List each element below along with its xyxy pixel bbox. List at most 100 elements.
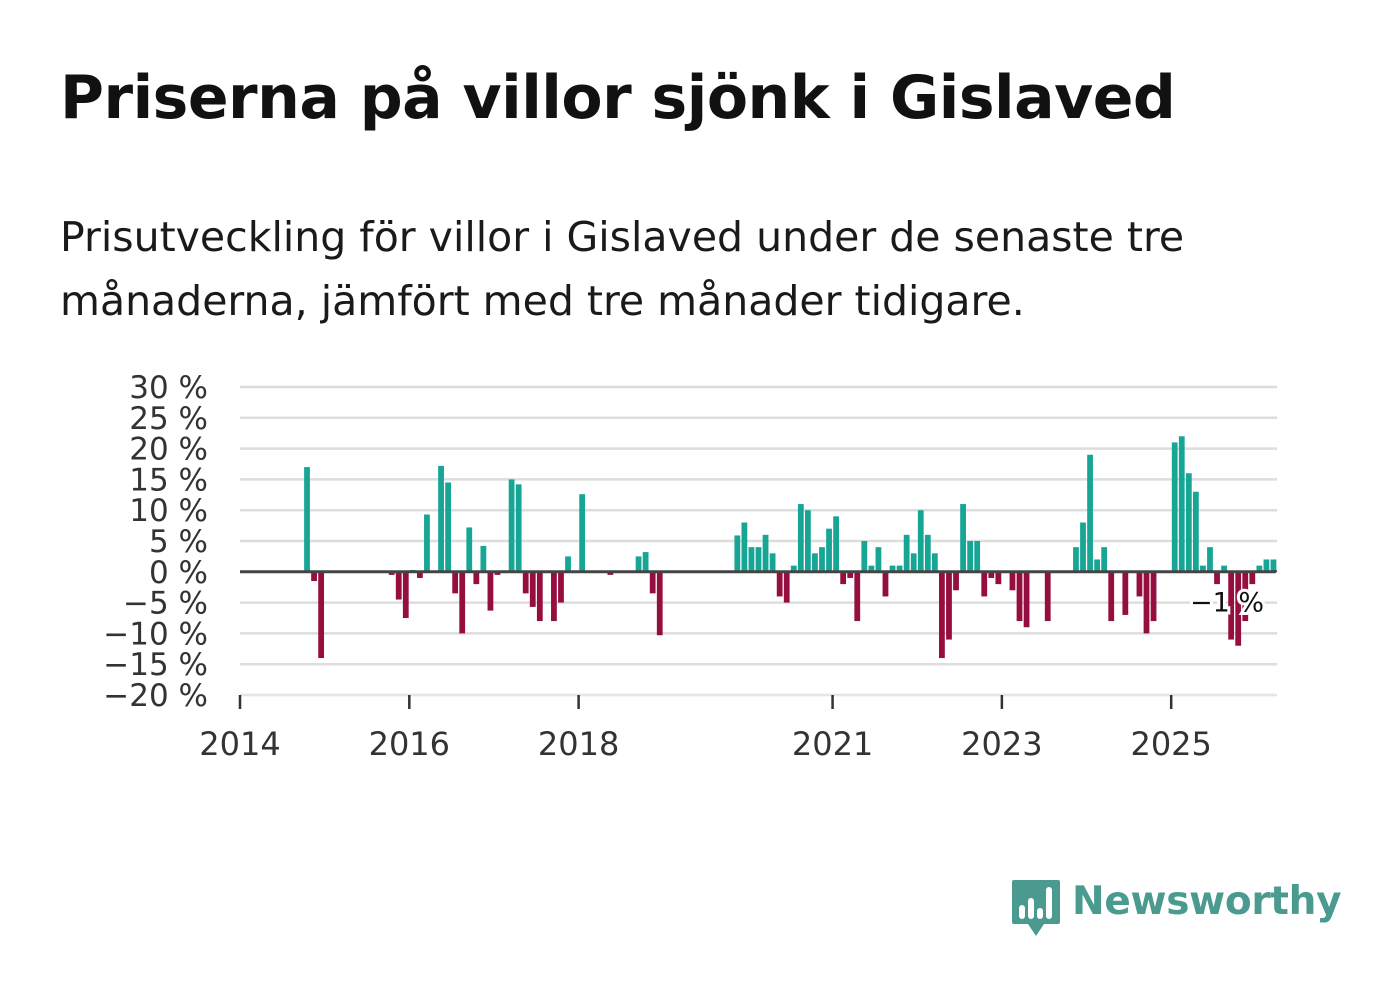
bar xyxy=(1185,473,1192,572)
x-tick-label: 2018 xyxy=(538,725,619,763)
bar xyxy=(741,522,748,572)
bar xyxy=(607,571,614,575)
bar xyxy=(755,547,762,572)
grid-lines xyxy=(240,385,1277,697)
bar xyxy=(1270,559,1277,572)
y-tick-label: 10 % xyxy=(129,493,208,529)
bar xyxy=(1044,571,1051,622)
bar xyxy=(1249,571,1256,585)
bar xyxy=(812,553,818,572)
x-tick-label: 2014 xyxy=(199,725,280,763)
y-tick-label: 0 % xyxy=(149,555,208,591)
bar xyxy=(889,565,896,572)
bar xyxy=(868,565,875,572)
bar xyxy=(656,571,663,636)
bar xyxy=(1192,491,1199,572)
y-tick-label: −10 % xyxy=(103,616,208,652)
bar xyxy=(452,571,459,594)
bar xyxy=(635,556,642,572)
bar xyxy=(1228,571,1235,640)
bar xyxy=(522,571,529,594)
bar xyxy=(579,494,586,572)
bar xyxy=(1080,522,1086,572)
bar xyxy=(558,571,564,603)
y-tick-label: 15 % xyxy=(129,462,208,498)
bar xyxy=(438,465,444,572)
bar xyxy=(924,534,931,572)
latest-value-label: −1 % xyxy=(1190,588,1264,619)
bar xyxy=(953,571,959,591)
bar xyxy=(1108,571,1115,622)
bar xyxy=(748,547,755,572)
bar xyxy=(304,467,310,572)
bar xyxy=(769,553,776,572)
page-title: Priserna på villor sjönk i Gislaved xyxy=(60,63,1176,133)
bar xyxy=(565,556,571,572)
y-tick-label: 5 % xyxy=(149,524,208,560)
bar xyxy=(1207,547,1213,572)
bar xyxy=(967,541,974,572)
axes xyxy=(240,570,1277,696)
x-tick-label: 2023 xyxy=(961,725,1042,763)
bar xyxy=(910,553,917,572)
bar xyxy=(1221,565,1227,572)
bar xyxy=(649,571,656,594)
bar xyxy=(974,541,981,572)
bar xyxy=(1214,571,1220,585)
bar xyxy=(1150,571,1157,622)
bar xyxy=(896,565,903,572)
bar xyxy=(1200,565,1206,572)
x-tick-label: 2025 xyxy=(1130,725,1211,763)
bar-chart-speech-bubble-icon xyxy=(1012,880,1060,936)
x-tick-label: 2016 xyxy=(369,725,450,763)
bar xyxy=(424,514,430,572)
bar xyxy=(734,535,741,572)
bar xyxy=(790,565,797,572)
bar xyxy=(1263,559,1270,572)
bar xyxy=(1016,571,1023,622)
bar xyxy=(1256,565,1263,572)
bar xyxy=(854,571,861,622)
bar xyxy=(311,571,317,582)
x-tick-label: 2021 xyxy=(792,725,873,763)
bar xyxy=(882,571,889,597)
bar xyxy=(762,534,769,572)
bar xyxy=(804,510,811,572)
bar xyxy=(1087,454,1093,572)
bar xyxy=(939,571,945,659)
y-tick-label: −20 % xyxy=(103,678,208,714)
bar xyxy=(1101,547,1108,572)
page-subtitle: Prisutveckling för villor i Gislaved und… xyxy=(60,213,1185,325)
bar xyxy=(388,571,395,575)
bar xyxy=(402,571,409,618)
bar xyxy=(466,527,473,572)
newsworthy-logo: Newsworthy xyxy=(1010,878,1342,942)
y-axis-labels: 30 %25 %20 %15 %10 %5 %0 %−5 %−10 %−15 %… xyxy=(103,370,208,714)
bar xyxy=(487,571,494,611)
bar xyxy=(480,545,487,572)
bar xyxy=(416,571,423,578)
bar xyxy=(776,571,783,597)
bar xyxy=(1023,571,1030,628)
y-tick-label: 30 % xyxy=(129,370,208,406)
bar xyxy=(395,571,402,600)
bar xyxy=(318,571,325,659)
bar xyxy=(1094,559,1101,572)
bar xyxy=(833,516,839,572)
bar xyxy=(508,479,515,572)
bar xyxy=(494,571,501,575)
bar xyxy=(995,571,1002,585)
y-tick-label: −5 % xyxy=(123,586,208,622)
bar xyxy=(1073,547,1079,572)
bar xyxy=(1171,442,1178,572)
brand-name: Newsworthy xyxy=(1072,879,1342,924)
bar xyxy=(445,482,451,572)
bar xyxy=(642,552,649,572)
bar xyxy=(988,571,995,578)
x-axis-labels: 2014 2016 2018 2021 2023 2025 xyxy=(199,695,1212,763)
bar xyxy=(473,571,480,585)
bar xyxy=(1143,571,1150,634)
bar xyxy=(515,484,522,572)
bar xyxy=(536,571,543,622)
bar xyxy=(981,571,988,597)
